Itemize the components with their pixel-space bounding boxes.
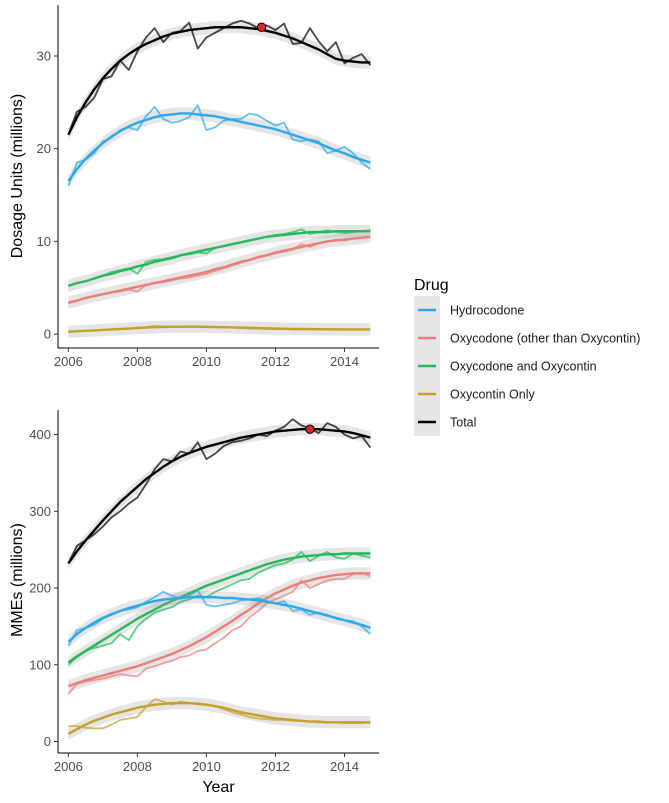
series-total [67,418,372,570]
x-tick-label: 2010 [192,354,221,369]
y-tick-label: 30 [37,48,51,63]
confidence-band [68,423,371,570]
legend-label: Hydrocodone [450,304,524,318]
series-oxycodone-other-than-oxycontin [68,230,371,309]
legend: Drug Hydrocodone Oxycodone (other than Ox… [414,277,640,436]
peak-point-marker [305,424,315,434]
series-oxycontin-only [68,320,371,338]
confidence-band [68,225,371,293]
x-tick-label: 2014 [330,759,359,774]
legend-label: Total [450,416,476,430]
y-tick-label: 300 [29,504,51,519]
raw-series-line [67,571,371,695]
confidence-band [68,591,371,648]
y-tick-label: 10 [37,234,51,249]
confidence-band [68,107,371,188]
series-oxycodone-and-oxycontin [67,225,371,293]
y-tick-label: 400 [29,427,51,442]
y-axis-title: MMEs (millions) [9,523,26,637]
x-tick-label: 2008 [123,759,152,774]
smoothed-series-line [67,572,371,688]
smoothed-series-line [68,325,371,333]
series-hydrocodone [67,104,371,188]
smoothed-series-line [67,427,371,565]
y-tick-label: 0 [44,327,51,342]
smoothed-series-line [67,112,371,182]
peak-point-marker [256,22,267,32]
series-oxycontin-only [67,696,371,740]
panel-dosage-units: 0 10 20 30 2006 2008 2010 2012 2014 Dosage Units … [9,5,379,369]
x-tick-label: 2012 [261,759,290,774]
legend-label: Oxycodone and Oxycontin [450,360,597,374]
panel-mmes: 0 100 200 300 400 2006 2008 2010 2012 2014 MMEs (m… [9,410,379,796]
confidence-band [68,21,371,141]
x-tick-label: 2014 [330,354,359,369]
legend-label: Oxycontin Only [450,388,536,402]
smoothed-series-line [67,26,371,136]
series-oxycodone-and-oxycontin [67,547,371,669]
smoothed-series-line [67,596,371,643]
smoothed-series-line [68,235,371,304]
legend-item: Oxycontin Only [418,388,536,402]
x-tick-label: 2006 [54,759,83,774]
confidence-band [68,696,371,740]
series-oxycodone-other-than-oxycontin [67,567,371,695]
x-axis-title: Year [202,779,235,796]
y-tick-label: 20 [37,141,51,156]
legend-item: Oxycodone (other than Oxycontin) [418,332,640,346]
series-hydrocodone [67,589,371,648]
smoothed-series-line [67,229,371,288]
y-tick-label: 200 [29,581,51,596]
raw-series-line [67,418,372,564]
smoothed-series-line [67,552,371,664]
y-axis-title: Dosage Units (millions) [9,94,26,259]
series-total [67,19,372,141]
x-tick-label: 2012 [261,354,290,369]
confidence-band [68,547,371,669]
y-tick-label: 0 [44,734,51,749]
x-tick-label: 2008 [123,354,152,369]
legend-title: Drug [414,277,449,294]
legend-item: Hydrocodone [418,304,524,318]
x-tick-label: 2006 [54,354,83,369]
confidence-band [68,320,371,338]
y-tick-label: 100 [29,657,51,672]
x-tick-label: 2010 [192,759,221,774]
legend-label: Oxycodone (other than Oxycontin) [450,332,640,346]
legend-item: Total [418,416,476,430]
smoothed-series-line [67,701,371,735]
legend-item: Oxycodone and Oxycontin [418,360,597,374]
